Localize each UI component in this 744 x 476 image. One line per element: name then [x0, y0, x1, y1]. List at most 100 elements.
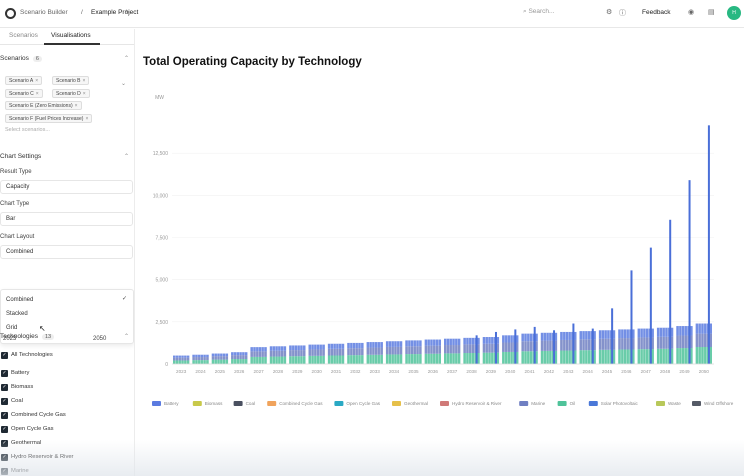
technology-checkbox[interactable]: ✓ Geothermal	[1, 440, 42, 447]
tab-scenarios[interactable]: Scenarios	[9, 32, 38, 39]
technologies-section-header[interactable]: Technologies 13	[0, 333, 55, 340]
project-breadcrumb[interactable]: Example Project	[91, 9, 139, 16]
help-icon[interactable]: ⓘ	[619, 10, 626, 17]
x-tick-label: 2038	[466, 369, 477, 374]
checkbox-checked-icon[interactable]: ✓	[1, 454, 8, 461]
scenarios-section-header[interactable]: Scenarios 6	[0, 55, 42, 62]
chart-panel: Total Operating Capacity by Technology 0…	[136, 29, 744, 476]
x-tick-label: 2041	[524, 369, 535, 374]
technology-checkbox[interactable]: ✓ Coal	[1, 398, 23, 405]
chart-layout-select[interactable]: Combined	[0, 245, 133, 259]
technology-checkbox[interactable]: ✓ Marine	[1, 468, 29, 475]
checkbox-checked-icon[interactable]: ✓	[1, 426, 8, 433]
avatar[interactable]: H	[727, 6, 741, 20]
chevron-up-icon[interactable]: ⌃	[124, 154, 130, 160]
x-tick-label: 2023	[176, 369, 187, 374]
chevron-up-icon[interactable]: ⌃	[124, 334, 130, 340]
sidebar-tabs: Scenarios Visualisations	[0, 29, 134, 45]
close-icon[interactable]: ×	[85, 116, 89, 122]
settings-icon[interactable]: ⚙	[606, 9, 613, 16]
legend-label: Open Cycle Gas	[346, 401, 380, 406]
logo-icon	[5, 8, 16, 19]
checkbox-checked-icon[interactable]: ✓	[1, 384, 8, 391]
layout-option-grid[interactable]: Grid	[6, 325, 18, 331]
close-icon[interactable]: ×	[35, 91, 39, 97]
scenario-search-input[interactable]: Select scenarios...	[5, 127, 50, 133]
legend-swatch	[557, 401, 567, 406]
chart-settings-header[interactable]: Chart Settings	[0, 153, 42, 160]
legend-label: Marine	[531, 401, 545, 406]
docs-icon[interactable]: ▤	[708, 9, 715, 16]
notification-icon[interactable]: ◉	[688, 9, 695, 16]
checkbox-checked-icon[interactable]: ✓	[1, 468, 8, 475]
bar-peak	[475, 335, 478, 364]
technology-checkbox[interactable]: ✓ Open Cycle Gas	[1, 426, 54, 433]
technology-checkbox[interactable]: ✓ Combined Cycle Gas	[1, 412, 66, 419]
technologies-count-badge: 13	[41, 334, 55, 340]
legend-swatch	[152, 401, 161, 406]
x-tick-label: 2039	[486, 369, 497, 374]
bar-peak	[591, 328, 594, 364]
chevron-up-icon[interactable]: ⌃	[124, 56, 130, 62]
legend-label: Geothermal	[404, 401, 428, 406]
checkbox-checked-icon[interactable]: ✓	[1, 412, 8, 419]
result-type-select[interactable]: Capacity	[0, 180, 133, 194]
checkbox-checked-icon[interactable]: ✓	[1, 440, 8, 447]
x-tick-label: 2028	[273, 369, 284, 374]
y-tick-label: 0	[165, 362, 168, 368]
layout-option-combined[interactable]: Combined	[6, 297, 34, 303]
x-tick-label: 2036	[428, 369, 439, 374]
chart-layout-label: Chart Layout	[0, 234, 35, 240]
x-tick-label: 2046	[621, 369, 632, 374]
x-tick-label: 2050	[699, 369, 710, 374]
search-icon: ⌕	[523, 8, 529, 15]
app-name-breadcrumb[interactable]: Scenario Builder	[20, 9, 68, 16]
close-icon[interactable]: ×	[74, 103, 78, 109]
checkbox-checked-icon[interactable]: ✓	[1, 352, 8, 359]
chevron-down-icon[interactable]: ⌄	[121, 81, 127, 87]
x-tick-label: 2047	[641, 369, 652, 374]
feedback-button[interactable]: Feedback	[642, 9, 671, 16]
legend-swatch	[233, 401, 243, 406]
edit-icon[interactable]: ✎	[125, 10, 131, 16]
close-icon[interactable]: ×	[82, 91, 86, 97]
x-tick-label: 2035	[408, 369, 419, 374]
legend-swatch	[588, 401, 598, 406]
legend-swatch	[692, 401, 701, 406]
checkbox-checked-icon[interactable]: ✓	[1, 370, 8, 377]
x-tick-label: 2027	[253, 369, 264, 374]
x-tick-label: 2025	[215, 369, 226, 374]
technology-checkbox[interactable]: ✓ Biomass	[1, 384, 34, 391]
legend-swatch	[519, 401, 529, 406]
x-tick-label: 2042	[544, 369, 555, 374]
bar-peak	[514, 329, 517, 364]
y-tick-label: 2,500	[155, 320, 168, 326]
chart-type-select[interactable]: Bar	[0, 212, 133, 226]
x-tick-label: 2040	[505, 369, 516, 374]
year-range-start[interactable]: 2023	[3, 336, 17, 342]
search-input[interactable]: ⌕ Search...	[523, 8, 555, 15]
checkbox-checked-icon[interactable]: ✓	[1, 398, 8, 405]
technology-checkbox[interactable]: ✓ Battery	[1, 370, 30, 377]
legend-swatch	[656, 401, 665, 406]
x-tick-label: 2024	[195, 369, 206, 374]
y-tick-label: 7,500	[155, 236, 168, 242]
legend-swatch	[440, 401, 449, 406]
bar-peak	[630, 270, 633, 364]
x-tick-label: 2033	[370, 369, 381, 374]
legend-label: Combined Cycle Gas	[279, 401, 323, 406]
technology-checkbox[interactable]: ✓ All Technologies	[1, 352, 53, 359]
close-icon[interactable]: ×	[35, 78, 39, 84]
legend-label: Coal	[246, 401, 255, 406]
y-tick-label: 10,000	[153, 193, 169, 199]
scenario-chip: Scenario A ×	[5, 76, 43, 85]
scenario-chip: Scenario B ×	[52, 76, 90, 85]
year-range-end[interactable]: 2050	[93, 336, 107, 342]
bar-peak	[688, 180, 691, 364]
legend-label: Waste	[668, 401, 681, 406]
tab-visualisations[interactable]: Visualisations	[51, 32, 91, 39]
close-icon[interactable]: ×	[82, 78, 86, 84]
bar-peak	[649, 247, 652, 364]
layout-option-stacked[interactable]: Stacked	[6, 311, 28, 317]
technology-checkbox[interactable]: ✓ Hydro Reservoir & River	[1, 454, 74, 461]
